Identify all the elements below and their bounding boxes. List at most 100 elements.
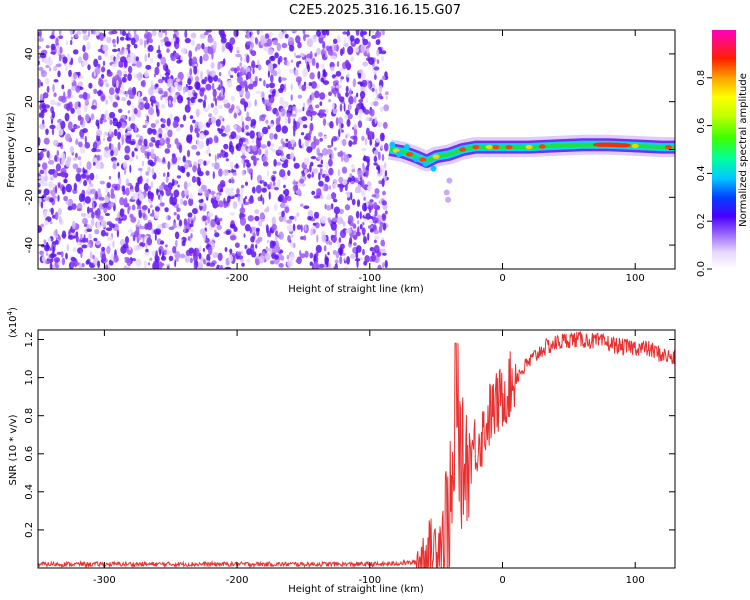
noise-speckle	[75, 231, 79, 237]
scale-base: (x10	[8, 315, 19, 338]
noise-speckle	[275, 111, 280, 117]
noise-speckle	[240, 192, 244, 202]
noise-speckle	[236, 188, 240, 195]
x-tick-label: -100	[358, 575, 381, 586]
noise-speckle	[105, 99, 109, 105]
noise-speckle	[271, 149, 277, 153]
noise-speckle	[280, 108, 286, 117]
noise-speckle	[213, 200, 217, 204]
noise-speckle	[378, 225, 383, 234]
noise-speckle	[309, 122, 314, 132]
noise-speckle	[379, 221, 384, 227]
noise-speckle	[246, 258, 251, 263]
noise-speckle	[229, 187, 235, 192]
noise-speckle	[62, 56, 68, 64]
noise-speckle	[361, 227, 366, 236]
noise-speckle	[266, 102, 273, 107]
noise-speckle	[166, 265, 170, 269]
noise-speckle	[149, 95, 156, 102]
noise-speckle	[177, 71, 184, 81]
noise-speckle	[149, 257, 153, 261]
noise-speckle	[187, 236, 191, 241]
noise-speckle	[356, 199, 361, 208]
noise-speckle	[294, 52, 297, 58]
noise-speckle	[119, 89, 125, 95]
noise-speckle	[113, 254, 119, 263]
noise-speckle	[188, 247, 195, 254]
noise-speckle	[326, 148, 333, 155]
colorbar-tick-label: 0.6	[696, 118, 707, 134]
noise-speckle	[45, 128, 49, 135]
noise-speckle	[154, 233, 157, 241]
noise-speckle	[197, 176, 201, 183]
noise-speckle	[367, 131, 375, 140]
noise-speckle	[49, 262, 53, 269]
noise-speckle	[297, 188, 301, 197]
noise-speckle	[357, 220, 360, 225]
noise-speckle	[213, 41, 217, 50]
noise-speckle	[38, 66, 44, 72]
noise-speckle	[363, 87, 367, 93]
noise-speckle	[323, 136, 328, 140]
noise-speckle	[216, 193, 220, 202]
noise-speckle	[374, 188, 380, 195]
noise-speckle	[46, 260, 50, 264]
noise-speckle	[282, 216, 287, 223]
noise-speckle	[124, 154, 130, 161]
noise-speckle	[353, 124, 358, 130]
noise-speckle	[217, 61, 221, 71]
noise-speckle	[157, 79, 164, 84]
noise-speckle	[124, 145, 131, 154]
noise-speckle	[323, 47, 327, 52]
noise-speckle	[256, 140, 262, 148]
colorbar-tick-label: 0.8	[696, 70, 707, 86]
noise-speckle	[328, 91, 332, 97]
noise-speckle	[84, 196, 91, 204]
noise-speckle	[106, 71, 113, 77]
noise-speckle	[40, 82, 43, 87]
noise-speckle	[297, 41, 302, 49]
noise-speckle	[355, 30, 360, 36]
noise-speckle	[323, 245, 327, 252]
noise-speckle	[186, 134, 193, 143]
noise-speckle	[373, 66, 380, 71]
noise-speckle	[84, 99, 90, 106]
noise-speckle	[266, 38, 272, 47]
noise-speckle	[291, 146, 295, 150]
noise-speckle	[80, 173, 87, 179]
noise-speckle	[130, 189, 135, 193]
noise-speckle	[371, 253, 376, 262]
noise-speckle	[367, 232, 370, 241]
noise-speckle	[331, 237, 334, 242]
noise-speckle	[174, 179, 178, 186]
noise-speckle	[118, 177, 122, 185]
noise-speckle	[100, 161, 104, 169]
noise-speckle	[115, 86, 121, 94]
noise-speckle	[125, 135, 132, 144]
noise-speckle	[228, 69, 231, 77]
noise-speckle	[235, 105, 240, 111]
noise-speckle	[303, 157, 310, 166]
noise-speckle	[373, 244, 380, 254]
noise-speckle	[305, 109, 312, 117]
noise-speckle	[321, 30, 328, 36]
noise-speckle	[301, 116, 308, 122]
noise-speckle	[46, 85, 50, 93]
noise-speckle	[142, 124, 147, 129]
noise-speckle	[145, 248, 149, 253]
noise-speckle	[150, 193, 154, 202]
noise-speckle	[304, 138, 309, 148]
noise-speckle	[261, 179, 265, 184]
noise-speckle	[38, 163, 41, 167]
noise-speckle	[319, 92, 326, 100]
noise-speckle	[332, 136, 338, 142]
noise-speckle	[242, 30, 247, 33]
noise-speckle	[186, 171, 190, 178]
noise-speckle	[43, 210, 47, 219]
x-tick-label: -300	[93, 273, 116, 284]
noise-speckle	[369, 216, 374, 219]
noise-speckle	[93, 237, 98, 242]
noise-speckle	[69, 146, 74, 154]
noise-speckle	[131, 55, 134, 65]
noise-speckle	[98, 78, 104, 87]
